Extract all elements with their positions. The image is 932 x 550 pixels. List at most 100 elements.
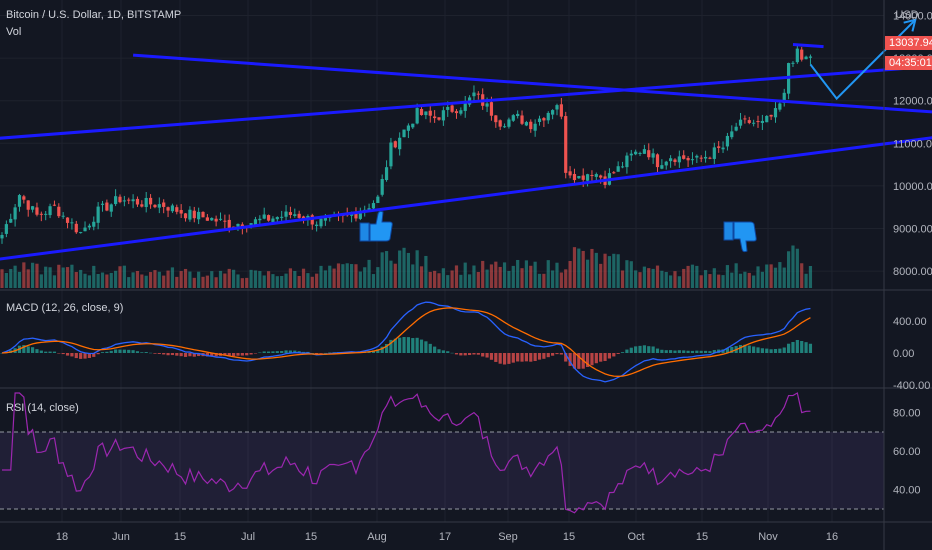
macd-histogram-bar — [476, 353, 480, 355]
volume-bar — [162, 275, 166, 288]
candle-body — [769, 114, 773, 117]
macd-histogram-bar — [266, 351, 271, 353]
macd-histogram-bar — [384, 344, 389, 353]
volume-indicator-label[interactable]: Vol — [6, 26, 22, 38]
macd-histogram-bar — [472, 353, 476, 355]
macd-histogram-bar — [227, 353, 231, 357]
volume-bar — [787, 251, 791, 288]
candle-body — [800, 49, 804, 60]
macd-histogram-bar — [712, 350, 716, 353]
volume-bar — [568, 260, 572, 288]
macd-histogram-bar — [39, 350, 43, 353]
candle-body — [371, 203, 376, 209]
volume-bar — [616, 254, 620, 288]
candle-body — [57, 206, 61, 217]
candle-body — [551, 110, 555, 115]
volume-bar — [564, 269, 568, 288]
volume-bar — [419, 266, 424, 288]
candle-body — [319, 218, 323, 227]
macd-histogram-bar — [293, 350, 297, 353]
candle-body — [39, 213, 43, 215]
candle-body — [747, 120, 751, 123]
candle-body — [629, 153, 633, 156]
macd-indicator-label[interactable]: MACD (12, 26, close, 9) — [6, 302, 124, 314]
volume-bar — [463, 262, 467, 288]
volume-bar — [271, 274, 275, 288]
macd-histogram-bar — [419, 339, 424, 353]
macd-histogram-bar — [135, 351, 140, 353]
time-tick-label: Nov — [758, 531, 778, 543]
thumbs-down-icon — [723, 221, 757, 253]
volume-bar — [79, 269, 83, 288]
volume-bar — [35, 263, 39, 288]
volume-bar — [507, 270, 511, 288]
candle-body — [441, 110, 445, 121]
candle-body — [577, 176, 581, 179]
macd-histogram-bar — [769, 349, 773, 353]
macd-histogram-bar — [166, 353, 170, 356]
symbol-title[interactable]: Bitcoin / U.S. Dollar, 1D, BITSTAMP — [6, 9, 182, 21]
candle-body — [428, 110, 432, 116]
volume-bar — [555, 262, 559, 288]
time-axis[interactable]: 18 Jun 15 Jul 15 Aug 17 Sep 15 Oct 15 Nov 16 — [56, 531, 838, 543]
volume-bar — [105, 274, 109, 288]
macd-histogram-bar — [507, 353, 511, 364]
candle-body — [450, 105, 454, 112]
volume-bar — [65, 267, 70, 288]
volume-bar — [52, 275, 57, 288]
time-tick-label: 17 — [439, 531, 451, 543]
trendlines[interactable] — [0, 42, 932, 261]
volume-bar — [743, 271, 747, 288]
candle-body — [524, 122, 528, 126]
macd-tick-label: 0.00 — [893, 348, 914, 360]
macd-histogram-bar — [398, 337, 402, 353]
macd-histogram-bar — [760, 348, 764, 353]
macd-histogram-bar — [634, 346, 638, 353]
volume-bar — [638, 272, 642, 288]
macd-histogram-bar — [26, 346, 30, 353]
volume-bar — [301, 268, 306, 288]
volume-bar — [13, 265, 17, 288]
volume-bar — [371, 274, 376, 288]
candle-body — [529, 121, 533, 130]
rsi-indicator-label[interactable]: RSI (14, close) — [6, 402, 79, 414]
candle-body — [214, 218, 218, 222]
volume-bar — [336, 263, 341, 288]
macd-histogram-bar — [655, 348, 660, 353]
candle-body — [284, 211, 288, 217]
candle-body — [122, 200, 126, 202]
macd-histogram-bar — [664, 350, 668, 353]
candle-body — [280, 216, 284, 218]
candle-body — [358, 213, 362, 219]
volume-bar — [682, 268, 686, 288]
volume-bar — [467, 274, 472, 288]
volume-bar — [39, 274, 43, 288]
macd-histogram-bar — [607, 353, 612, 359]
macd-histogram-bar — [240, 353, 244, 356]
price-tick-label: 12000.00 — [893, 96, 932, 108]
volume-bar — [642, 266, 646, 288]
candle-body — [660, 165, 664, 169]
macd-histogram-bar — [87, 353, 91, 358]
volume-bar — [620, 270, 625, 288]
volume-bar — [0, 269, 4, 288]
volume-bar — [170, 267, 175, 288]
macd-histogram-bar — [310, 352, 314, 354]
macd-histogram-bar — [249, 353, 253, 355]
candle-body — [96, 206, 100, 223]
volume-bar — [245, 277, 249, 288]
price-axis[interactable]: 8000.009000.0010000.0011000.0012000.0013… — [893, 11, 932, 497]
candle-body — [30, 206, 35, 210]
macd-histogram-bar — [660, 349, 664, 353]
volume-bar — [655, 265, 660, 288]
projection-arrowhead — [903, 18, 917, 32]
macd-histogram-bar — [524, 353, 528, 362]
volume-bar — [118, 266, 122, 288]
macd-histogram-bar — [284, 350, 288, 353]
volume-bar — [712, 268, 716, 288]
volume-bar — [406, 252, 411, 288]
macd-histogram-bar — [467, 353, 472, 356]
volume-bar — [625, 260, 629, 288]
macd-histogram-bar — [542, 353, 546, 359]
